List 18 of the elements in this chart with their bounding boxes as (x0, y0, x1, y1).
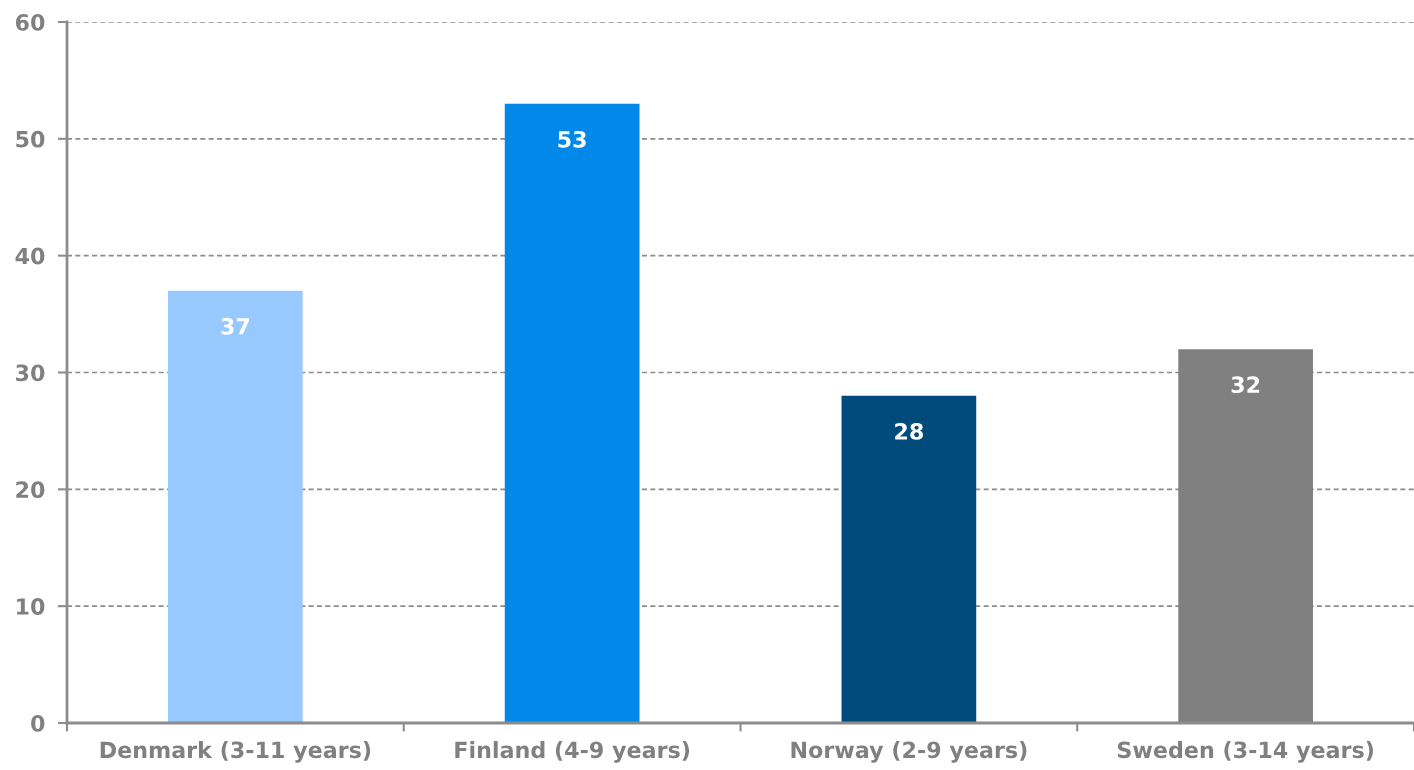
data-label: 53 (558, 130, 586, 148)
bar (841, 395, 977, 723)
data-label: 28 (895, 423, 923, 440)
y-tick-label: 40 (15, 247, 45, 265)
bar (168, 290, 303, 723)
x-tick-label: Denmark (3-11 years) (100, 741, 371, 763)
y-tick-label: 30 (16, 364, 45, 382)
x-tick-label: Sweden (3-14 years) (1117, 741, 1373, 763)
data-label: 37 (221, 317, 250, 335)
y-tick-label: 20 (16, 481, 45, 499)
x-tick-label: Finland (4-9 years) (455, 741, 690, 763)
x-tick-label: Norway (2-9 years) (791, 741, 1027, 763)
y-tick-label: 50 (16, 130, 45, 148)
y-tick-label: 60 (15, 13, 45, 31)
y-tick-label: 10 (17, 598, 45, 615)
data-label: 32 (1231, 376, 1260, 394)
y-tick-label: 0 (31, 714, 45, 732)
bar (504, 103, 640, 723)
